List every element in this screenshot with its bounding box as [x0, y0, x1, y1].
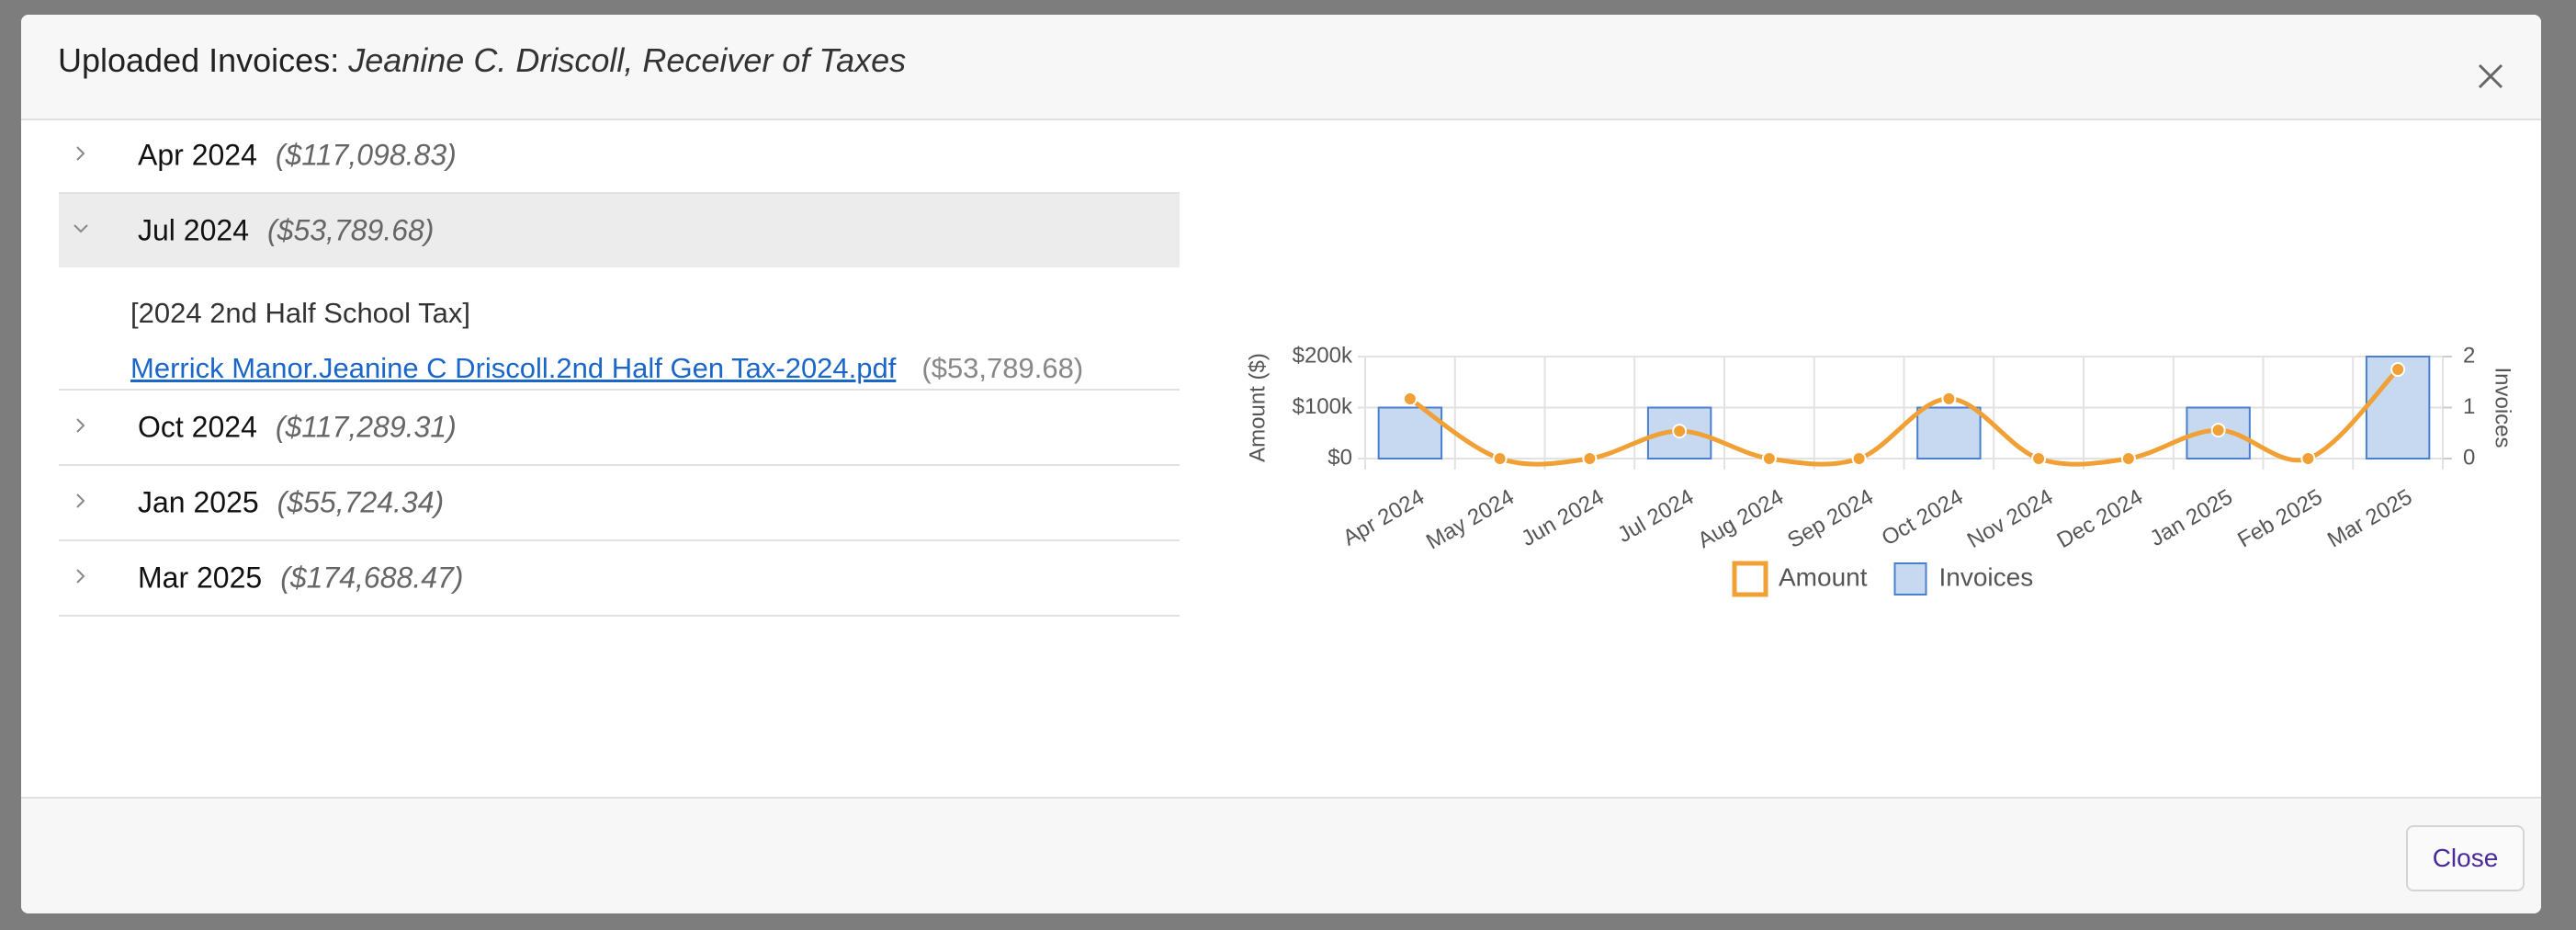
point — [2210, 423, 2226, 438]
month-total: ($55,724.34) — [277, 485, 445, 519]
x-tick-label: Jun 2024 — [1518, 484, 1609, 551]
legend-label: Invoices — [1939, 562, 2034, 591]
title-prefix: Uploaded Invoices: — [58, 41, 340, 79]
chevron[interactable] — [72, 492, 90, 510]
point — [1402, 391, 1418, 407]
group-label: [2024 2nd Half School Tax] — [130, 297, 470, 329]
point — [1672, 424, 1688, 439]
y-tick-label: $100k — [1293, 394, 1353, 419]
point — [1761, 451, 1777, 466]
point — [2390, 362, 2406, 378]
point — [1492, 451, 1508, 466]
month-row[interactable]: Jan 2025 ($55,724.34) — [59, 466, 1180, 541]
month-total: ($53,789.68) — [266, 213, 435, 247]
y2-tick-label: 0 — [2463, 445, 2475, 470]
point — [1582, 451, 1598, 466]
month-name: Jul 2024 — [138, 213, 249, 247]
x-tick-label: May 2024 — [1422, 484, 1519, 554]
file-amount: ($53,789.68) — [921, 352, 1084, 384]
point — [1941, 391, 1957, 406]
modal-footer: Close — [21, 797, 2541, 913]
y-axis-title: Amount ($) — [1245, 353, 1270, 462]
month-list: Apr 2024 ($117,098.83) Jul 2024 ($53,789.68… — [59, 119, 1180, 617]
month-label: Apr 2024 ($117,098.83) — [138, 139, 457, 173]
legend-swatch — [1732, 561, 1768, 597]
month-details: [2024 2nd Half School Tax] Merrick Manor.… — [59, 267, 1180, 391]
month-total: ($117,098.83) — [275, 138, 457, 172]
x-tick-label: Jul 2024 — [1613, 484, 1698, 548]
y-tick-label: $0 — [1328, 445, 1352, 470]
chevron[interactable] — [72, 144, 90, 163]
modal: Uploaded Invoices: Jeanine C. Driscoll, … — [21, 15, 2541, 913]
file-link[interactable]: Merrick Manor.Jeanine C Driscoll.2nd Hal… — [130, 352, 897, 384]
close-icon[interactable] — [2477, 62, 2504, 90]
chevron[interactable] — [72, 567, 90, 585]
x-tick-label: Feb 2025 — [2233, 484, 2326, 552]
month-row[interactable]: Oct 2024 ($117,289.31) — [59, 391, 1180, 466]
bar — [1916, 406, 1982, 459]
y2-tick-label: 2 — [2463, 343, 2475, 368]
month-name: Oct 2024 — [138, 410, 257, 444]
chevron[interactable] — [72, 220, 90, 238]
chart: $0 $100k $200k 0 1 2 Amount ($) Invoices Apr 202… — [1245, 343, 2515, 597]
month-total: ($174,688.47) — [280, 561, 464, 595]
modal-title: Uploaded Invoices: Jeanine C. Driscoll, … — [58, 41, 906, 80]
title-name: Jeanine C. Driscoll, Receiver of Taxes — [348, 41, 907, 79]
x-tick-label: Sep 2024 — [1783, 484, 1877, 553]
month-row[interactable]: Mar 2025 ($174,688.47) — [59, 541, 1180, 617]
x-tick-label: Apr 2024 — [1339, 484, 1429, 550]
x-tick-label: Nov 2024 — [1963, 484, 2057, 553]
y2-axis-title: Invoices — [2491, 367, 2515, 448]
x-tick-label: Jan 2025 — [2146, 484, 2237, 551]
month-row[interactable]: Apr 2024 ($117,098.83) — [59, 119, 1180, 194]
x-tick-label: Dec 2024 — [2053, 484, 2147, 553]
legend-label: Amount — [1779, 562, 1868, 591]
point — [2120, 451, 2136, 466]
month-row[interactable]: Jul 2024 ($53,789.68) — [59, 194, 1180, 267]
x-tick-label: Aug 2024 — [1694, 484, 1788, 553]
x-tick-label: Oct 2024 — [1878, 484, 1968, 550]
chevron[interactable] — [72, 416, 90, 435]
month-name: Jan 2025 — [138, 485, 259, 519]
point — [2300, 451, 2316, 466]
legend-swatch — [1893, 562, 1927, 595]
point — [1851, 451, 1867, 466]
y-tick-label: $200k — [1293, 343, 1353, 368]
y2-tick-label: 1 — [2463, 394, 2475, 419]
modal-header: Uploaded Invoices: Jeanine C. Driscoll, … — [21, 15, 2541, 120]
file-row: Merrick Manor.Jeanine C Driscoll.2nd Hal… — [130, 352, 1083, 385]
month-label: Oct 2024 ($117,289.31) — [138, 411, 457, 445]
month-label: Jan 2025 ($55,724.34) — [138, 486, 444, 520]
x-tick-label: Mar 2025 — [2323, 484, 2416, 552]
month-label: Jul 2024 ($53,789.68) — [138, 214, 434, 248]
month-label: Mar 2025 ($174,688.47) — [138, 561, 463, 595]
month-total: ($117,289.31) — [275, 410, 457, 444]
close-button[interactable]: Close — [2406, 825, 2525, 891]
point — [2031, 451, 2047, 466]
month-name: Mar 2025 — [138, 561, 263, 595]
month-name: Apr 2024 — [138, 138, 257, 172]
